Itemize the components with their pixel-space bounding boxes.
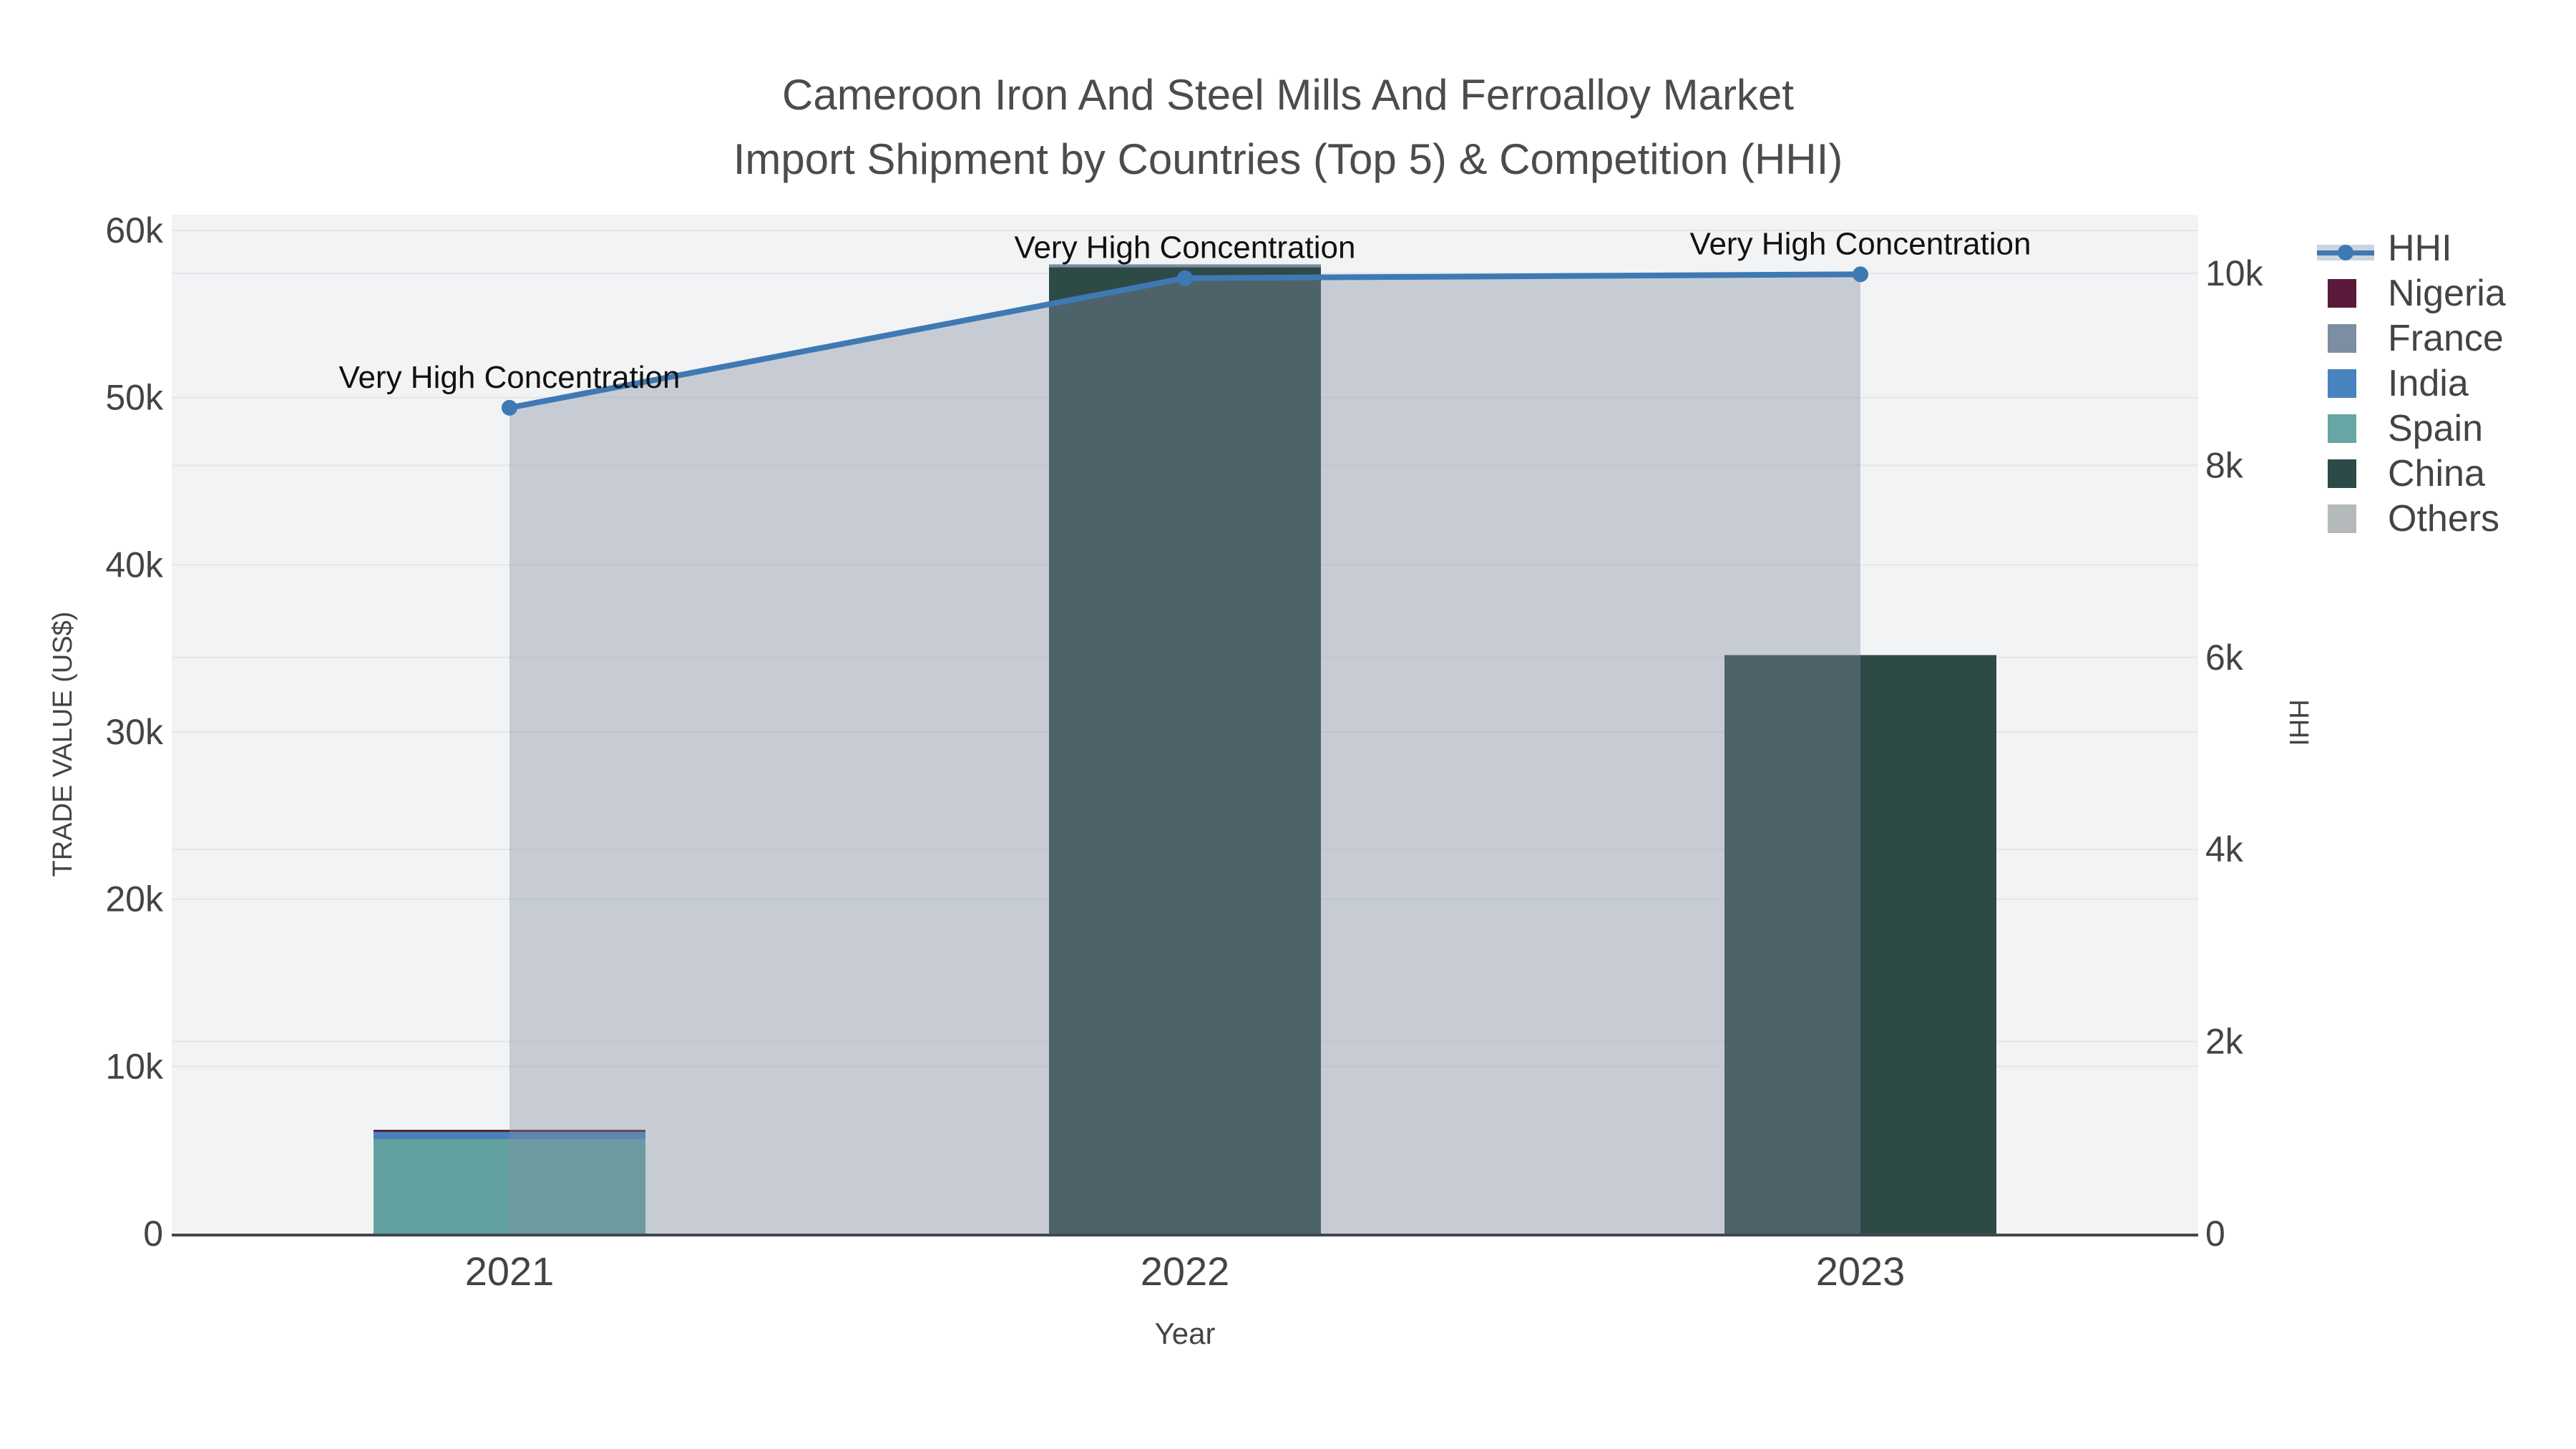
y-left-tick-40k: 40k bbox=[105, 545, 164, 585]
legend-item-china[interactable]: China bbox=[2317, 452, 2575, 497]
legend-swatch-others bbox=[2328, 504, 2356, 533]
y-left-tick-20k: 20k bbox=[105, 879, 164, 919]
legend-label-china: China bbox=[2388, 453, 2485, 494]
legend-swatch-france bbox=[2328, 324, 2356, 353]
legend-label-spain: Spain bbox=[2388, 408, 2483, 449]
legend-swatch-china bbox=[2328, 459, 2356, 488]
hhi-marker-2023[interactable] bbox=[1853, 266, 1868, 283]
y-right-tick-8k: 8k bbox=[2205, 445, 2244, 485]
legend-swatch-india bbox=[2328, 369, 2356, 398]
y-right-tick-2k: 2k bbox=[2205, 1022, 2244, 1062]
y-right-tick-10k: 10k bbox=[2205, 253, 2264, 293]
bar-2021-india[interactable] bbox=[374, 1131, 645, 1139]
legend-swatch-nigeria bbox=[2328, 279, 2356, 308]
legend-item-others[interactable]: Others bbox=[2317, 497, 2575, 542]
legend-item-hhi[interactable]: HHI bbox=[2317, 226, 2575, 271]
x-tick-2022: 2022 bbox=[1141, 1249, 1230, 1294]
legend-item-france[interactable]: France bbox=[2317, 316, 2575, 361]
legend-item-india[interactable]: India bbox=[2317, 361, 2575, 406]
hhi-legend-marker-icon bbox=[2338, 245, 2353, 260]
y-right-tick-6k: 6k bbox=[2205, 638, 2244, 678]
annotation-2021: Very High Concentration bbox=[339, 360, 680, 395]
legend-label-nigeria: Nigeria bbox=[2388, 273, 2506, 314]
bar-2022-france[interactable] bbox=[1049, 264, 1321, 268]
x-tick-2023: 2023 bbox=[1816, 1249, 1906, 1294]
x-axis-title: Year bbox=[1155, 1317, 1216, 1350]
y-right-tick-4k: 4k bbox=[2205, 829, 2244, 869]
chart-title-line2: Import Shipment by Countries (Top 5) & C… bbox=[733, 135, 1843, 183]
y-left-tick-60k: 60k bbox=[105, 210, 164, 250]
y-left-tick-0: 0 bbox=[143, 1214, 163, 1254]
hhi-marker-2022[interactable] bbox=[1177, 270, 1193, 286]
legend-label-others: Others bbox=[2388, 498, 2500, 540]
y-left-tick-10k: 10k bbox=[105, 1046, 164, 1086]
legend-label-india: India bbox=[2388, 363, 2469, 404]
y-axis-title-right: HHI bbox=[2283, 699, 2313, 746]
legend-swatch-spain bbox=[2328, 414, 2356, 443]
legend-item-nigeria[interactable]: Nigeria bbox=[2317, 271, 2575, 316]
hhi-area-fill bbox=[509, 274, 1860, 1234]
y-left-tick-50k: 50k bbox=[105, 378, 164, 418]
legend-label-hhi: HHI bbox=[2388, 228, 2452, 269]
legend-label-france: France bbox=[2388, 318, 2504, 359]
chart-title-line1: Cameroon Iron And Steel Mills And Ferroa… bbox=[782, 71, 1794, 119]
chart-title: Cameroon Iron And Steel Mills And Ferroa… bbox=[0, 63, 2576, 192]
bar-2021-spain[interactable] bbox=[374, 1138, 645, 1234]
y-right-tick-0: 0 bbox=[2205, 1214, 2225, 1254]
y-axis-title-left: TRADE VALUE (US$) bbox=[48, 612, 78, 877]
bar-2022-china[interactable] bbox=[1049, 267, 1321, 1234]
annotation-2023: Very High Concentration bbox=[1690, 226, 2031, 261]
bar-2021-nigeria[interactable] bbox=[374, 1129, 645, 1132]
y-left-tick-30k: 30k bbox=[105, 712, 164, 752]
x-tick-2021: 2021 bbox=[465, 1249, 555, 1294]
annotation-2022: Very High Concentration bbox=[1015, 230, 1356, 265]
hhi-marker-2021[interactable] bbox=[502, 399, 517, 416]
legend-item-spain[interactable]: Spain bbox=[2317, 406, 2575, 452]
bar-2023-china[interactable] bbox=[1724, 655, 1996, 1234]
